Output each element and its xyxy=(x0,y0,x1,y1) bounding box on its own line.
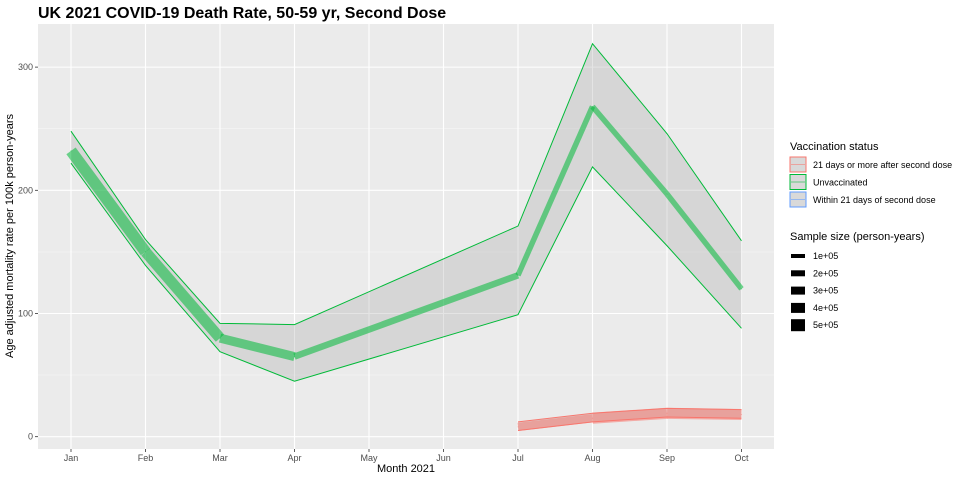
data-point xyxy=(591,417,594,419)
data-point xyxy=(144,251,147,253)
data-point xyxy=(740,288,743,290)
ci-upper-line xyxy=(70,42,742,326)
legend-size-label: 5e+05 xyxy=(813,320,838,330)
data-point xyxy=(293,356,296,358)
legend-size-key xyxy=(791,302,805,313)
series-line-segment xyxy=(592,407,668,424)
y-tick-label: 300 xyxy=(18,62,33,72)
x-tick-label: Jul xyxy=(512,453,524,463)
series-line-segment xyxy=(293,272,520,360)
x-tick-label: Feb xyxy=(138,453,154,463)
x-tick-label: May xyxy=(360,453,378,463)
series-lines xyxy=(66,104,744,431)
x-tick-label: Mar xyxy=(212,453,228,463)
x-tick-label: Jun xyxy=(436,453,451,463)
x-tick-label: Aug xyxy=(584,453,600,463)
legend-label: Unvaccinated xyxy=(813,178,868,188)
series-line-segment xyxy=(666,407,742,421)
ci-lower-line xyxy=(70,162,742,382)
x-tick-label: Oct xyxy=(734,453,749,463)
data-point xyxy=(740,413,743,416)
legend-size-key xyxy=(791,286,805,295)
data-point xyxy=(219,337,221,339)
series-line-segment xyxy=(218,333,296,361)
x-axis-title: Month 2021 xyxy=(377,463,435,475)
ci-ribbon xyxy=(71,43,742,382)
y-tick-label: 100 xyxy=(18,308,33,318)
series-line-segment xyxy=(517,414,593,431)
legend-size-label: 1e+05 xyxy=(813,251,838,261)
legend-size-label: 4e+05 xyxy=(813,303,838,313)
y-axis-title: Age adjusted mortality rate per 100k per… xyxy=(4,114,16,358)
data-point xyxy=(591,105,594,108)
chart-title: UK 2021 COVID-19 Death Rate, 50-59 yr, S… xyxy=(38,5,446,22)
data-point xyxy=(666,412,668,414)
legend-size-title: Sample size (person-years) xyxy=(790,231,925,243)
data-point xyxy=(517,426,519,428)
gridlines xyxy=(38,24,774,449)
legend-label: Within 21 days of second dose xyxy=(813,195,936,205)
legend: Vaccination status 21 days or more after … xyxy=(789,141,952,332)
legend-size-label: 3e+05 xyxy=(813,286,838,296)
plot-panel xyxy=(38,24,774,449)
series-line-segment xyxy=(590,104,670,196)
series-line-segment xyxy=(66,147,151,256)
axes: 0 100 200 300 Jan Feb Mar Apr May Jun Jul Aug Sep Oct xyxy=(18,62,749,463)
legend-color-title: Vaccination status xyxy=(790,141,879,153)
legend-label: 21 days or more after second dose xyxy=(813,160,952,170)
legend-size-key xyxy=(791,319,805,332)
legend-size-label: 2e+05 xyxy=(813,268,838,278)
legend-size-key xyxy=(791,270,805,277)
y-tick-label: 200 xyxy=(18,185,33,195)
series-line-segment xyxy=(664,192,744,291)
data-point xyxy=(70,150,72,152)
data-point xyxy=(666,193,668,195)
legend-size-key xyxy=(791,254,805,258)
x-tick-label: Sep xyxy=(659,453,675,463)
x-tick-label: Apr xyxy=(287,453,301,463)
data-point xyxy=(517,274,519,276)
x-tick-label: Jan xyxy=(64,453,79,463)
series-line-segment xyxy=(141,248,225,342)
series-line-segment xyxy=(515,105,596,277)
y-tick-label: 0 xyxy=(28,432,33,442)
